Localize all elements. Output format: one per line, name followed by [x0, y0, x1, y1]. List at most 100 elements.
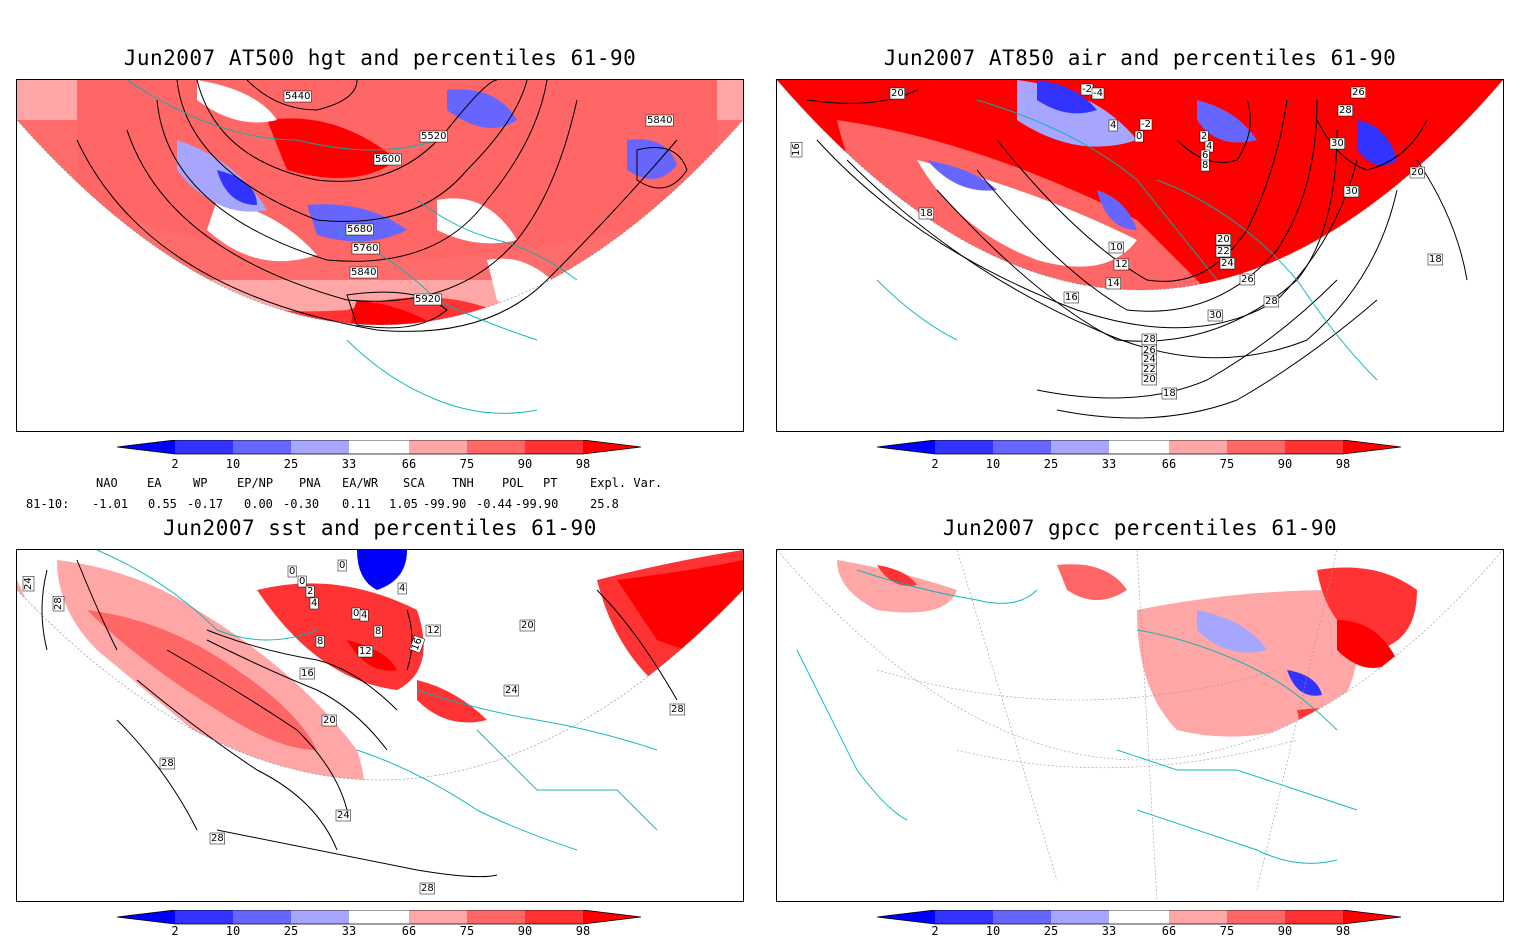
colorbar-tick: 66: [401, 924, 417, 938]
map-panel-sst: 24 28 0 0 0 2 4 4 0 8 4 8 12 12 16 16 20…: [16, 549, 744, 902]
panel-title-br: Jun2007 gpcc percentiles 61-90: [942, 516, 1338, 540]
contour-label: -2: [1141, 119, 1151, 130]
index-header: EP/NP: [237, 476, 274, 490]
colorbar-swatch: [1169, 440, 1227, 454]
contour-labels: 24 28 0 0 0 2 4 4 0 8 4 8 12 12 16 16 20…: [22, 559, 685, 895]
colorbar-tick: 25: [1043, 924, 1059, 938]
contour-label: 4: [399, 583, 405, 594]
colorbar-swatch: [1227, 440, 1285, 454]
colorbar-swatch: [1227, 910, 1285, 924]
contour-label: 16: [1065, 292, 1078, 303]
colorbar-swatch: [1051, 910, 1109, 924]
contour-label: 5840: [647, 115, 672, 126]
index-value: -0.30: [283, 497, 320, 511]
colorbar-swatches: [116, 909, 642, 925]
index-header: POL: [502, 476, 524, 490]
contour-label: 28: [421, 883, 434, 894]
colorbar-tick: 75: [1219, 924, 1235, 938]
colorbar-swatches: [876, 909, 1402, 925]
colorbar-swatch: [525, 910, 583, 924]
colorbar-tick: 2: [171, 457, 179, 471]
panel-title-tl: Jun2007 AT500 hgt and percentiles 61-90: [123, 46, 637, 70]
colorbar-tick: 10: [225, 924, 241, 938]
contour-label: 16: [410, 636, 425, 652]
colorbar-swatches: [876, 439, 1402, 455]
contour-label: 28: [671, 704, 684, 715]
colorbar-swatch: [1285, 440, 1343, 454]
index-header: EA/WR: [342, 476, 379, 490]
colorbar-swatch: [993, 440, 1051, 454]
contour-label: 0: [353, 608, 359, 619]
panel-title-tr: Jun2007 AT850 air and percentiles 61-90: [883, 46, 1397, 70]
contour-label: 0: [339, 560, 345, 571]
index-value: -0.17: [187, 497, 224, 511]
contour-label: 28: [1143, 334, 1156, 345]
colorbar-tick: 33: [1101, 924, 1117, 938]
index-header: TNH: [452, 476, 474, 490]
contour-label: 16: [791, 143, 802, 156]
colorbar-tick: 10: [985, 457, 1001, 471]
contour-label: 0: [289, 566, 295, 577]
colorbar-top-left: 2 10 25 33 66 75 90 98: [116, 439, 643, 476]
colorbar-tick: 2: [931, 924, 939, 938]
contour-label: 0: [1136, 131, 1142, 142]
index-header: NAO: [96, 476, 118, 490]
contour-label: 22: [1217, 246, 1230, 257]
colorbar-tick: 2: [171, 924, 179, 938]
contour-label: 14: [1107, 278, 1120, 289]
colorbar-swatch: [1109, 910, 1169, 924]
colorbar-tick: 10: [225, 457, 241, 471]
contour-label: 20: [891, 88, 904, 99]
colorbar-tick: 90: [517, 924, 533, 938]
colorbar-tick: 25: [283, 457, 299, 471]
colorbar-tick: 98: [1335, 924, 1351, 938]
colorbar-tick: 2: [931, 457, 939, 471]
colorbar-tick: 98: [1335, 457, 1351, 471]
contour-label: 18: [920, 208, 933, 219]
contour-label: 20: [1143, 374, 1156, 385]
contour-label: 20: [1217, 234, 1230, 245]
contour-label: 4: [311, 598, 317, 609]
contour-label: 5520: [421, 131, 446, 142]
colorbar-swatch: [877, 910, 935, 924]
colorbar-tick: 66: [401, 457, 417, 471]
contour-label: 18: [1163, 388, 1176, 399]
index-header: Expl. Var.: [590, 476, 663, 490]
index-header: PNA: [299, 476, 321, 490]
contour-label: 4: [361, 610, 367, 621]
contour-label: 28: [161, 758, 174, 769]
colorbar-swatch: [175, 440, 233, 454]
contour-label: 4: [1110, 120, 1116, 131]
index-value: -99.90: [423, 497, 467, 511]
colorbar-swatch: [349, 440, 409, 454]
colorbar-swatch: [467, 910, 525, 924]
contour-label: 5440: [285, 91, 310, 102]
contour-label: 2: [1201, 131, 1207, 142]
contour-label: -2: [1082, 84, 1092, 95]
colorbar-tick: 33: [341, 924, 357, 938]
index-header: WP: [193, 476, 208, 490]
index-header: SCA: [403, 476, 425, 490]
colorbar-swatch: [467, 440, 525, 454]
contour-label: 28: [53, 597, 64, 610]
contour-label: 2: [307, 586, 313, 597]
colorbar-tick: 90: [517, 457, 533, 471]
colorbar-swatch: [1169, 910, 1227, 924]
contour-label: 28: [211, 833, 224, 844]
colorbar-tick: 98: [575, 924, 591, 938]
colorbar-tick: 90: [1277, 457, 1293, 471]
contour-label: 4: [1206, 141, 1212, 152]
colorbar-swatch: [935, 440, 993, 454]
colorbar-tick: 75: [459, 457, 475, 471]
contour-label: 8: [317, 636, 323, 647]
colorbar-swatch: [1109, 440, 1169, 454]
contour-label: 5840: [351, 267, 376, 278]
contour-labels: 5440 5520 5600 5680 5760 5840 5840 5920: [283, 90, 674, 306]
contour-label: 0: [299, 576, 305, 587]
colorbar-swatch: [1285, 910, 1343, 924]
colorbar-swatch: [409, 440, 467, 454]
colorbar-swatch: [175, 910, 233, 924]
contour-label: 24: [1221, 258, 1234, 269]
panel-title-bl: Jun2007 sst and percentiles 61-90: [163, 516, 597, 540]
contour-label: 5680: [347, 224, 372, 235]
